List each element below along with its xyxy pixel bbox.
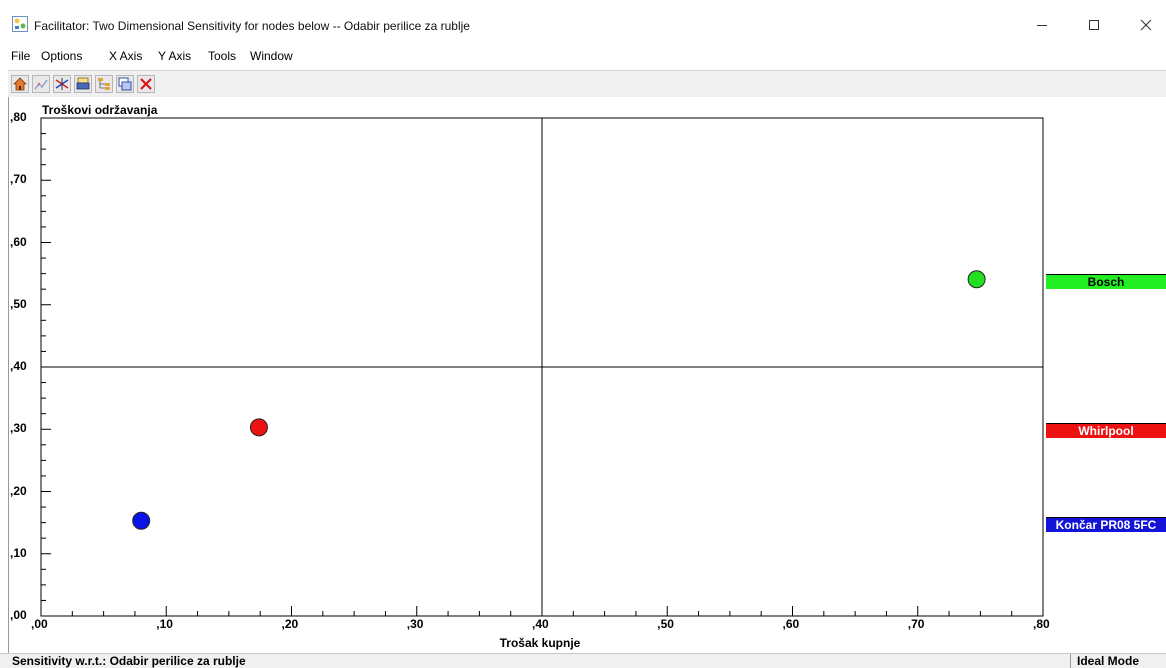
scatter-point [249, 418, 268, 437]
menu-y-axis[interactable]: Y Axis [158, 49, 192, 63]
home-button[interactable] [11, 75, 29, 93]
close-view-button[interactable] [137, 75, 155, 93]
chart-icon [34, 79, 48, 90]
menu-file[interactable]: File [11, 49, 31, 63]
y-tick-label: ,60 [10, 234, 27, 249]
minimize-icon [1037, 25, 1047, 26]
x-tick-label: ,50 [657, 617, 674, 631]
toolbar [8, 70, 1166, 97]
menu-bar: File Options X Axis Y Axis Tools Window [0, 44, 1166, 68]
x-tick-label: ,00 [31, 617, 48, 631]
y-tick-label: ,20 [10, 483, 27, 498]
window-title: Facilitator: Two Dimensional Sensitivity… [34, 19, 470, 33]
status-bar: Sensitivity w.r.t.: Odabir perilice za r… [0, 653, 1166, 668]
maximize-icon [1089, 20, 1099, 30]
minimize-button[interactable] [1022, 10, 1062, 40]
y-tick-label: ,10 [10, 545, 27, 560]
x-tick-label: ,20 [281, 617, 299, 631]
x-axis-title: Trošak kupnje [499, 636, 581, 650]
x-tick-label: ,70 [907, 617, 925, 631]
legend-tag-bosch: Bosch [1046, 274, 1166, 289]
y-tick-label: ,50 [10, 296, 27, 311]
tree-button[interactable] [95, 75, 113, 93]
sensitivity-plot [40, 117, 1044, 617]
legend-tag-koncar: Končar PR08 5FC [1046, 517, 1166, 532]
close-window-button[interactable] [1126, 10, 1166, 40]
close-icon [1140, 19, 1152, 31]
menu-x-axis[interactable]: X Axis [109, 49, 143, 63]
title-bar: Facilitator: Two Dimensional Sensitivity… [0, 0, 1166, 44]
copy-window-icon [118, 77, 132, 91]
status-sensitivity: Sensitivity w.r.t.: Odabir perilice za r… [12, 654, 246, 668]
chart-button[interactable] [32, 75, 50, 93]
x-tick-label: ,30 [406, 617, 424, 631]
sensitivity-button[interactable] [53, 75, 71, 93]
y-axis-title: Troškovi održavanja [42, 103, 158, 117]
scatter-point [132, 511, 151, 530]
x-tick-label: ,40 [532, 617, 549, 631]
print-button[interactable] [74, 75, 92, 93]
app-icon [12, 16, 28, 32]
y-tick-label: ,30 [10, 421, 27, 436]
status-mode: Ideal Mode [1070, 654, 1166, 668]
plot-area [8, 97, 1166, 653]
y-tick-label: ,00 [10, 608, 27, 622]
menu-tools[interactable]: Tools [208, 49, 237, 63]
legend-tag-whirlpool: Whirlpool [1046, 423, 1166, 438]
maximize-button[interactable] [1074, 10, 1114, 40]
close-icon [140, 78, 152, 90]
y-tick-label: ,40 [10, 359, 27, 373]
menu-window[interactable]: Window [250, 49, 293, 63]
print-icon [76, 77, 90, 90]
tree-icon [98, 78, 110, 90]
x-tick-label: ,10 [156, 617, 173, 631]
x-tick-label: ,60 [782, 617, 800, 631]
y-tick-label: ,70 [10, 172, 27, 187]
menu-options[interactable]: Options [41, 49, 83, 63]
scatter-point [967, 270, 986, 289]
y-tick-label: ,80 [10, 110, 27, 124]
copy-window-button[interactable] [116, 75, 134, 93]
x-tick-label: ,80 [1033, 617, 1050, 631]
home-icon [13, 77, 27, 91]
sensitivity-icon [55, 78, 69, 90]
